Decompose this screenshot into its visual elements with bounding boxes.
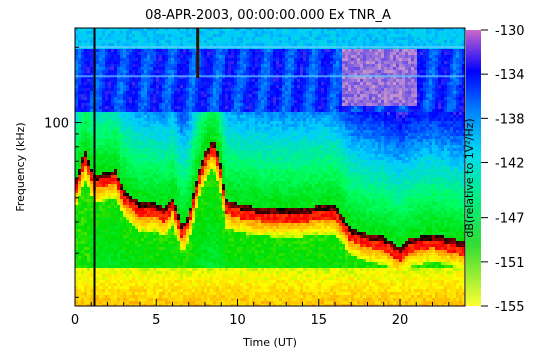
x-tick-label: 20 [392,313,409,328]
colorbar-ticks: -130 -134 -138 -142 -147 -151 -155 [481,24,525,315]
interference-line-1 [75,75,465,77]
vertical-dark-line [94,28,96,306]
colorbar-tick-label: -155 [495,300,525,315]
y-axis-label: Frequency (kHz) [14,122,27,211]
y-tick-label: 100 [44,117,69,132]
vertical-spike [196,28,199,78]
colorbar-tick-label: -142 [495,156,525,171]
colorbar-label: dB(relative to 1V²/Hz) [463,118,476,237]
x-tick-label: 5 [152,313,160,328]
interference-line-0 [75,46,465,48]
spectrogram-plot-area [75,28,465,307]
x-tick-label: 10 [229,313,246,328]
x-tick-label: 15 [310,313,327,328]
colorbar-tick-label: -138 [495,112,525,127]
colorbar-tick-label: -134 [495,68,525,83]
chart-title: 08-APR-2003, 00:00:00.000 Ex TNR_A [145,8,391,23]
x-axis-label: Time (UT) [242,336,297,349]
x-tick-label: 0 [71,313,79,328]
colorbar-tick-label: -130 [495,24,525,39]
colorbar-tick-label: -151 [495,256,525,271]
colorbar-tick-label: -147 [495,212,525,227]
